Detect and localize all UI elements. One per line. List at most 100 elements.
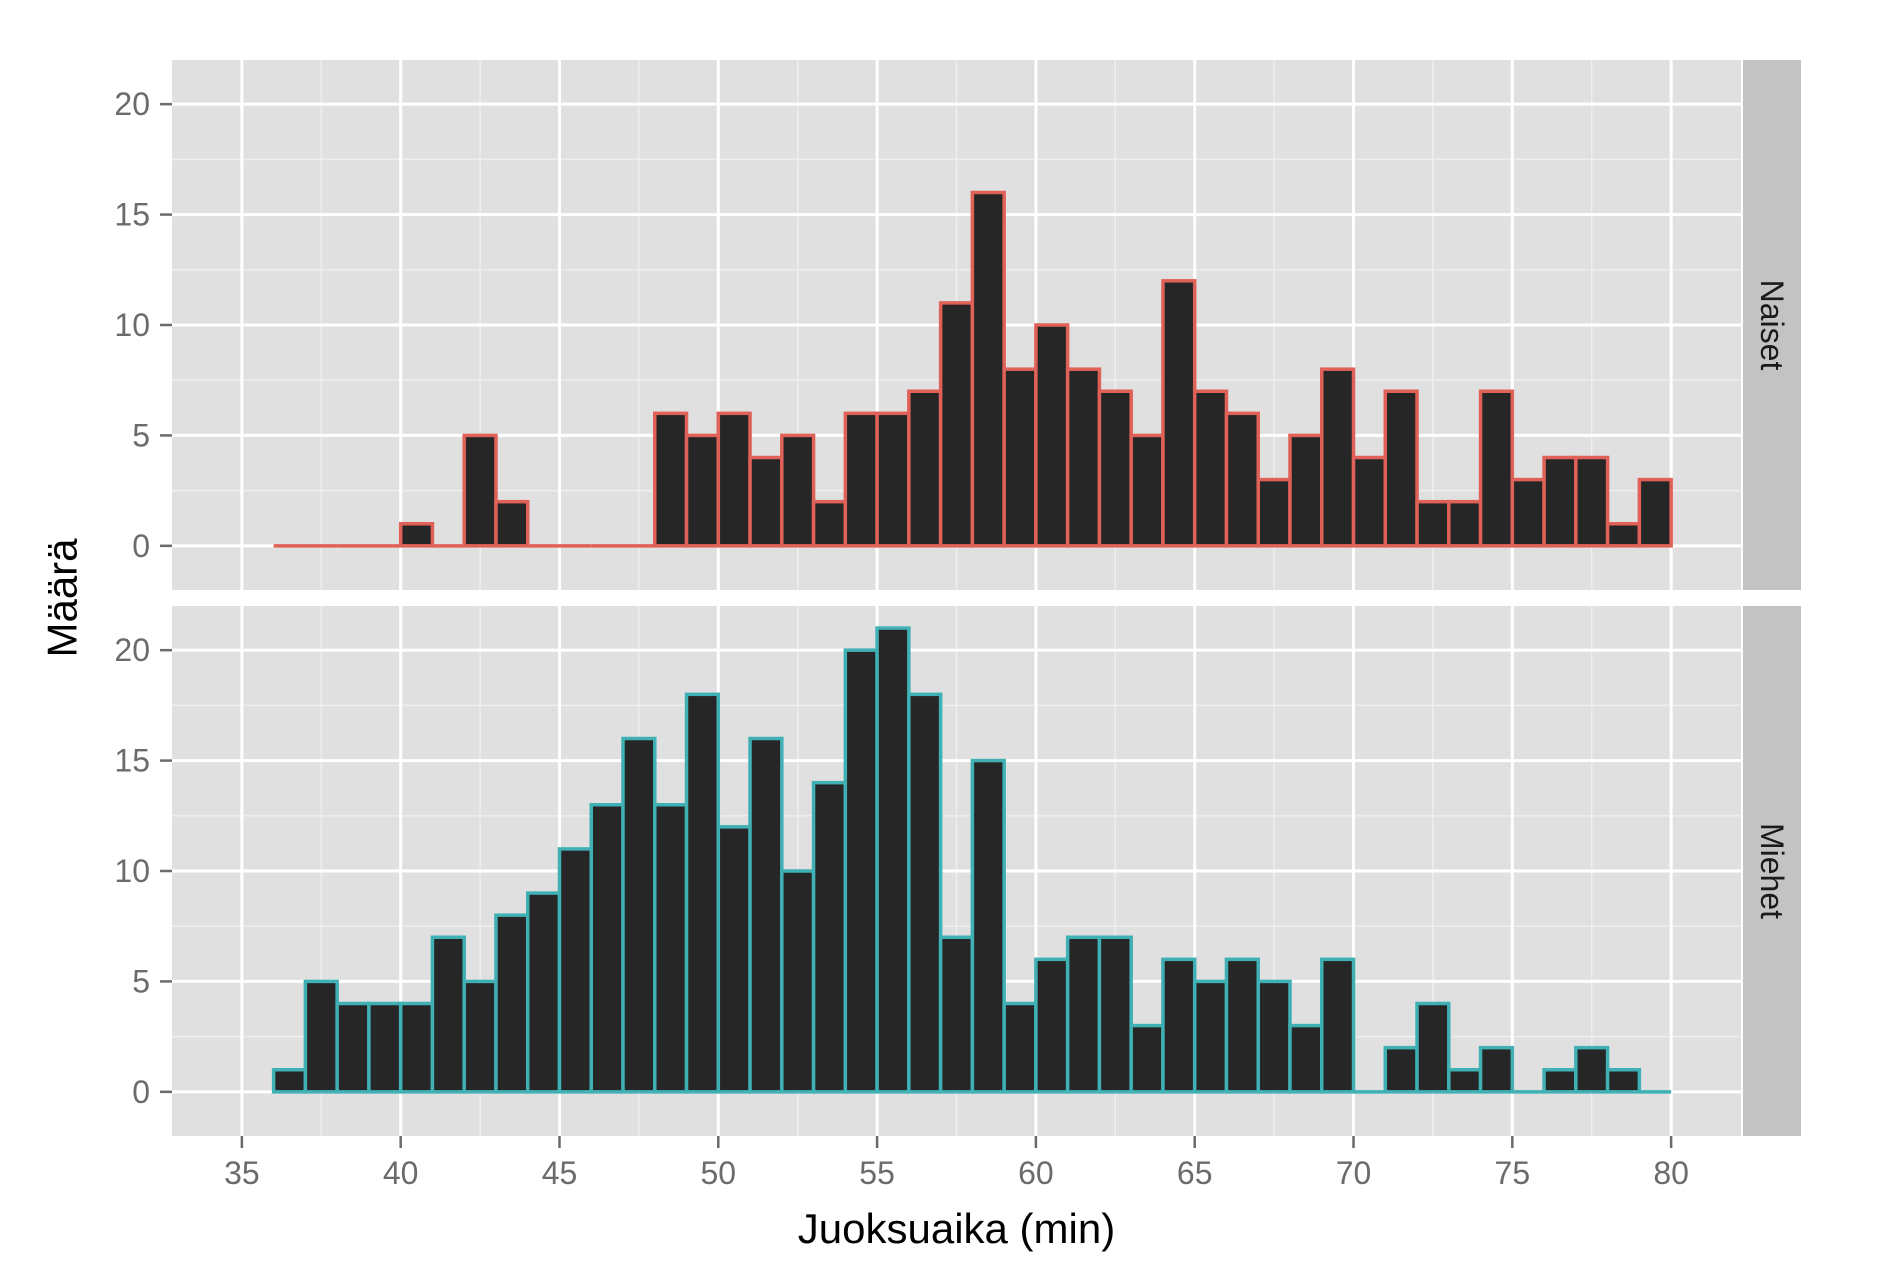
histogram-bar <box>1256 477 1292 548</box>
histogram-bar <box>525 891 562 1094</box>
histogram-bar <box>1574 1045 1610 1094</box>
y-axis: 0 5 10 15 20 <box>114 86 172 564</box>
histogram-bar <box>1034 957 1070 1094</box>
histogram-bar <box>1383 389 1419 548</box>
histogram-bar <box>843 648 879 1094</box>
histogram-bar <box>1224 411 1260 548</box>
histogram-bar <box>430 935 466 1094</box>
histogram-bar <box>1002 367 1038 548</box>
histogram-bar <box>907 389 943 548</box>
histogram-bar <box>938 301 975 548</box>
facet-strip <box>1743 606 1801 1136</box>
histogram-bar <box>271 1068 308 1094</box>
histogram-bar <box>684 692 721 1094</box>
bars-naiset <box>273 190 1673 548</box>
facet-panel-miehet: 0 5 10 15 20 Miehet <box>114 606 1801 1136</box>
x-tick-label: 35 <box>224 1155 260 1191</box>
y-tick-label: 5 <box>132 417 150 453</box>
y-tick-label: 0 <box>132 528 150 564</box>
histogram-bar <box>970 758 1006 1094</box>
x-axis-title: Juoksuaika (min) <box>798 1205 1115 1252</box>
histogram-bar <box>494 499 530 548</box>
histogram-bar <box>780 433 816 548</box>
histogram-bar <box>970 190 1006 548</box>
x-tick-label: 45 <box>542 1155 578 1191</box>
x-axis: 35 40 45 50 55 60 65 70 75 80 <box>224 1136 1689 1191</box>
facet-strip <box>1743 60 1801 590</box>
histogram-bar <box>1542 455 1578 548</box>
histogram-bar <box>494 913 530 1094</box>
x-tick-label: 60 <box>1018 1155 1054 1191</box>
x-tick-label: 40 <box>383 1155 419 1191</box>
histogram-bar <box>653 803 689 1094</box>
histogram-bar <box>684 433 721 548</box>
histogram-bar <box>1637 477 1673 548</box>
facet-panels: 0 5 10 15 20 Naiset 0 5 10 15 20 Miehet <box>114 60 1801 1136</box>
histogram-bar <box>716 411 752 548</box>
histogram-bar <box>1224 957 1260 1094</box>
x-tick-label: 50 <box>700 1155 736 1191</box>
histogram-bar <box>1256 979 1292 1094</box>
histogram-bar <box>303 979 339 1094</box>
histogram-bar <box>1478 389 1515 548</box>
histogram-bar <box>843 411 879 548</box>
histogram-bar <box>1288 1023 1324 1094</box>
histogram-bar <box>907 692 943 1094</box>
facet-strip-label: Naiset <box>1754 280 1790 371</box>
histogram-bar <box>1320 367 1356 548</box>
histogram-bar <box>367 1001 403 1094</box>
histogram-bar <box>1034 323 1070 548</box>
histogram-bar <box>748 455 784 548</box>
histogram-bar <box>780 869 816 1094</box>
histogram-bar <box>1383 1045 1419 1094</box>
histogram-bar <box>1129 1023 1165 1094</box>
histogram-bar <box>938 935 975 1094</box>
y-tick-label: 15 <box>114 743 150 779</box>
x-tick-label: 55 <box>859 1155 895 1191</box>
x-tick-label: 75 <box>1495 1155 1531 1191</box>
bars-miehet <box>271 626 1672 1094</box>
histogram-bar <box>811 499 848 548</box>
y-tick-label: 10 <box>114 307 150 343</box>
histogram-bar <box>557 847 593 1094</box>
x-tick-label: 70 <box>1336 1155 1372 1191</box>
facet-panel-naiset: 0 5 10 15 20 Naiset <box>114 60 1801 590</box>
histogram-bar <box>589 803 625 1094</box>
histogram-bar <box>335 1001 371 1094</box>
histogram-bar <box>1097 935 1133 1094</box>
histogram-bar <box>875 626 911 1094</box>
histogram-bar <box>1320 957 1356 1094</box>
histogram-bar <box>1605 1068 1642 1094</box>
y-tick-label: 15 <box>114 197 150 233</box>
y-axis: 0 5 10 15 20 <box>114 632 172 1110</box>
histogram-bar <box>653 411 689 548</box>
histogram-bar <box>748 736 784 1094</box>
y-tick-label: 20 <box>114 86 150 122</box>
histogram-bar <box>1351 455 1388 548</box>
histogram-bar <box>462 979 498 1094</box>
histogram-bar <box>1192 979 1229 1094</box>
histogram-bar <box>1605 522 1642 548</box>
histogram-bar <box>621 736 657 1094</box>
y-axis-title: Määrä <box>39 538 86 658</box>
histogram-bar <box>1415 499 1451 548</box>
histogram-bar <box>1065 367 1102 548</box>
histogram-bar <box>1129 433 1165 548</box>
histogram-bar <box>1447 499 1483 548</box>
histogram-bar <box>1161 279 1197 548</box>
histogram-bar <box>1447 1068 1483 1094</box>
y-tick-label: 20 <box>114 632 150 668</box>
histogram-bar <box>1415 1001 1451 1094</box>
histogram-bar <box>1192 389 1229 548</box>
histogram-bar <box>1161 957 1197 1094</box>
histogram-bar <box>811 780 848 1094</box>
histogram-bar <box>1478 1045 1515 1094</box>
histogram-bar <box>1574 455 1610 548</box>
histogram-bar <box>1065 935 1102 1094</box>
histogram-bar <box>1002 1001 1038 1094</box>
histogram-bar <box>1288 433 1324 548</box>
x-tick-label: 65 <box>1177 1155 1213 1191</box>
histogram-bar <box>875 411 911 548</box>
histogram-bar <box>398 1001 435 1094</box>
